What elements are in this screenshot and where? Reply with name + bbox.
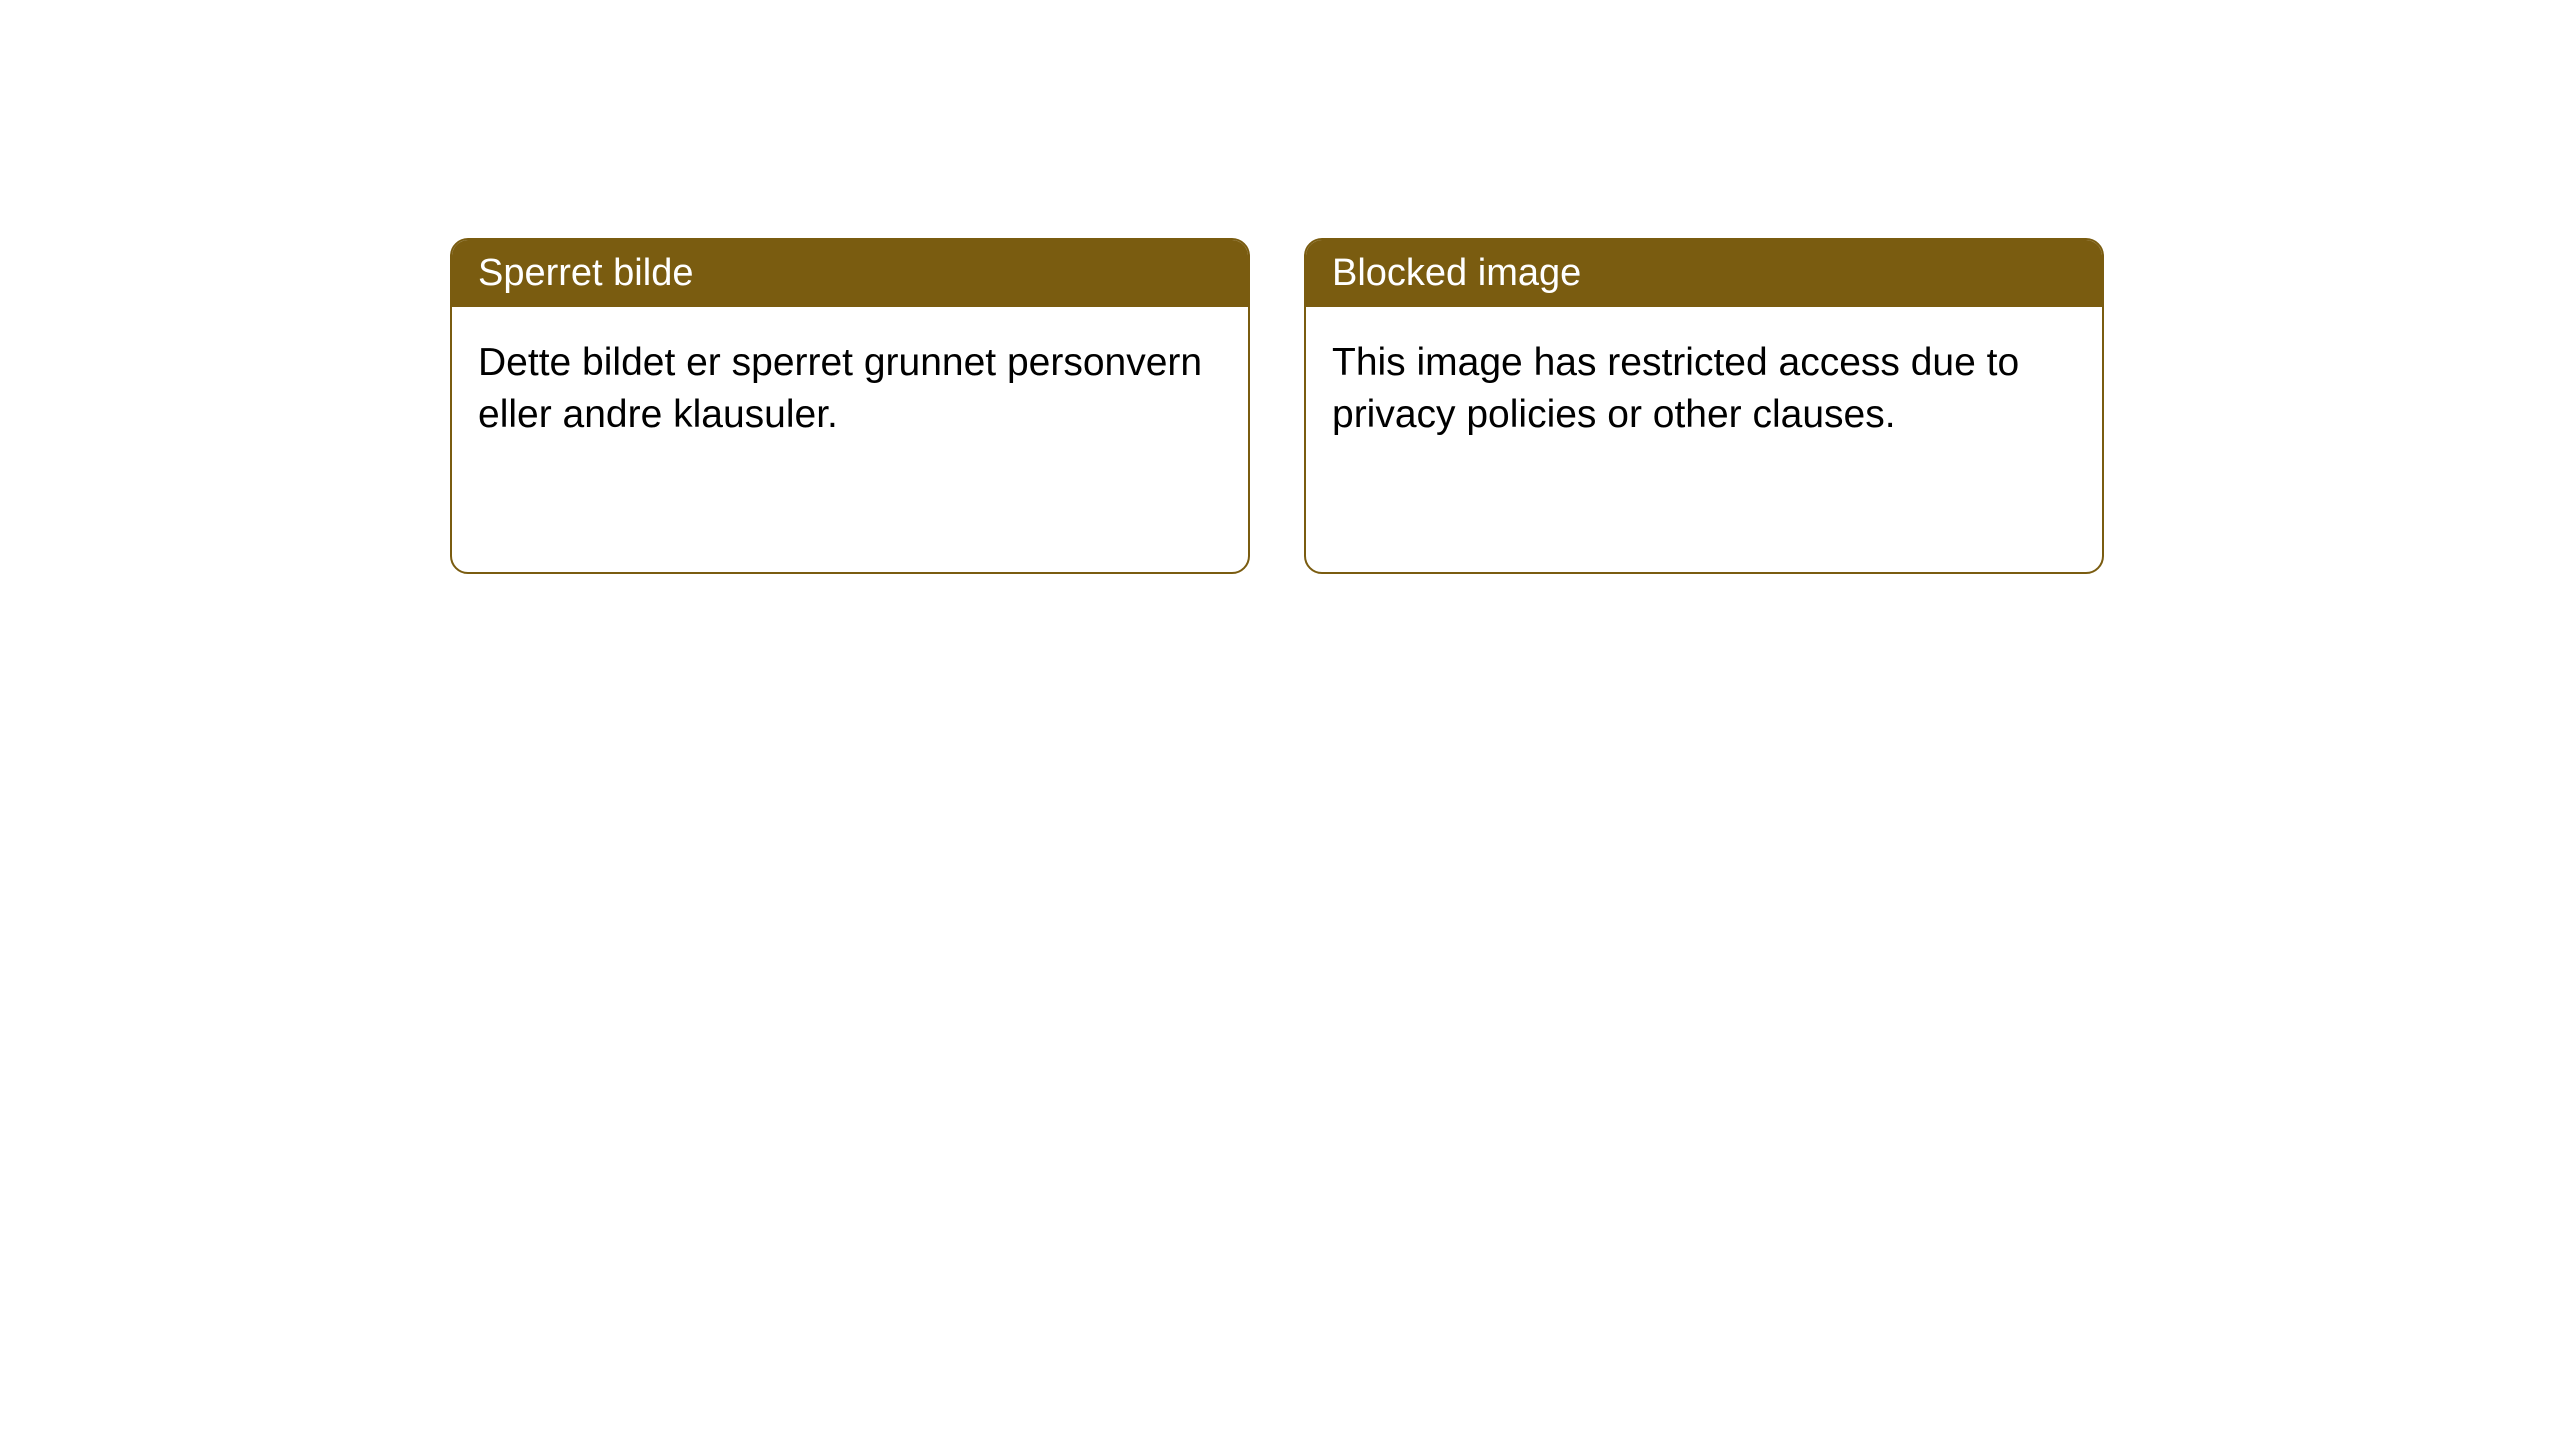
notice-container: Sperret bilde Dette bildet er sperret gr… [450,238,2104,574]
notice-card-en: Blocked image This image has restricted … [1304,238,2104,574]
notice-card-title: Sperret bilde [452,240,1248,307]
notice-card-no: Sperret bilde Dette bildet er sperret gr… [450,238,1250,574]
notice-card-body: This image has restricted access due to … [1306,307,2102,472]
notice-card-body: Dette bildet er sperret grunnet personve… [452,307,1248,472]
notice-card-title: Blocked image [1306,240,2102,307]
